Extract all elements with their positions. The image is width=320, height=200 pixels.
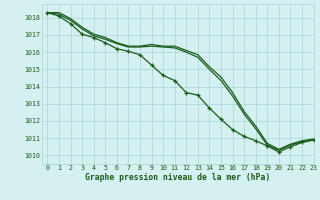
X-axis label: Graphe pression niveau de la mer (hPa): Graphe pression niveau de la mer (hPa) (85, 173, 270, 182)
